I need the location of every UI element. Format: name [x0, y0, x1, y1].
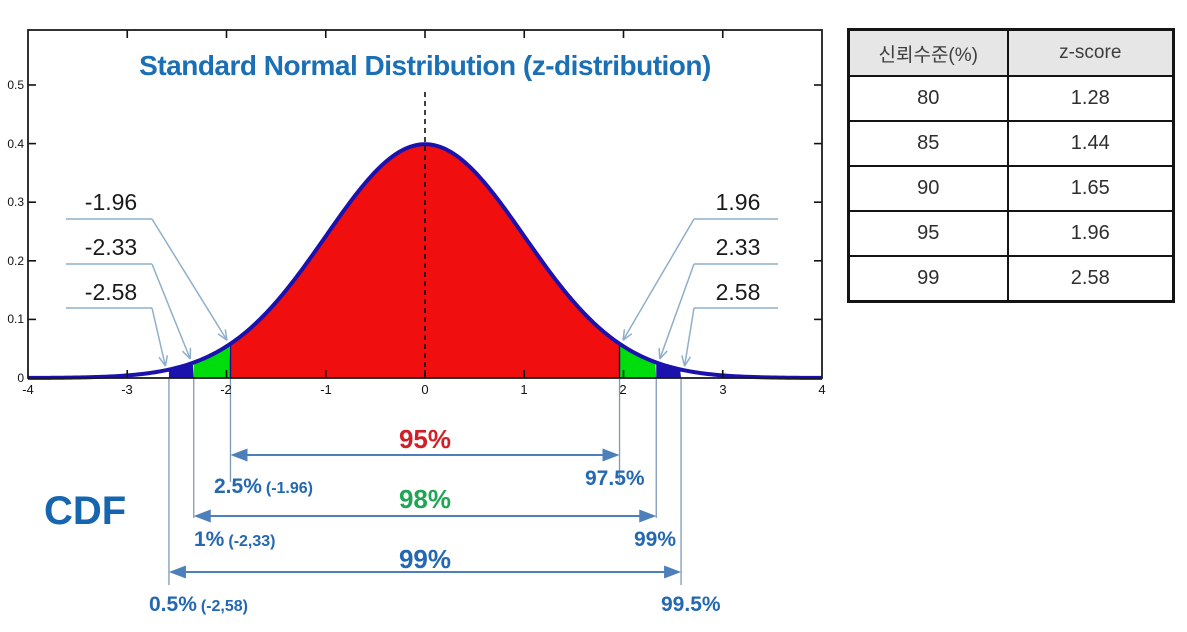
y-tick-label: 0.3	[7, 195, 24, 209]
x-tick-label: -4	[22, 382, 34, 397]
y-tick-label: 0.1	[7, 312, 24, 326]
table-header-zscore: z-score	[1006, 28, 1175, 77]
leader-diagonal	[659, 263, 695, 360]
leader-arrowhead	[658, 347, 661, 360]
cdf-left-2.5pct-note: (-1.96)	[265, 480, 313, 497]
cdf-label: CDF	[44, 489, 127, 533]
leader-arrowhead	[164, 355, 169, 367]
z-score-table: 신뢰수준(%) z-score 80 1.28 85 1.44 90 1.65 …	[847, 28, 1175, 303]
x-tick-label: 3	[719, 382, 727, 397]
leader-diagonal	[151, 218, 228, 341]
cdf-left-1pct: 1% (-2,33)	[194, 528, 275, 552]
confidence-cell: 99	[847, 255, 1009, 303]
leader-diagonal	[151, 263, 191, 360]
arrowhead-right	[639, 509, 657, 523]
table-header-row: 신뢰수준(%) z-score	[847, 28, 1175, 77]
table-header-confidence: 신뢰수준(%)	[847, 28, 1009, 77]
arrowhead-left	[230, 448, 248, 462]
cdf-left-2.5pct: 2.5% (-1.96)	[214, 475, 313, 499]
leader-arrowhead	[622, 329, 626, 341]
table-row: 85 1.44	[847, 120, 1175, 167]
confidence-cell: 95	[847, 210, 1009, 257]
span-99-label: 99%	[398, 544, 452, 574]
leader-diagonal	[622, 218, 695, 341]
normal-curve	[27, 142, 823, 380]
leader-arrowhead	[158, 356, 167, 367]
y-tick-label: 0.5	[7, 78, 24, 92]
table-row: 80 1.28	[847, 75, 1175, 122]
cdf-left-0.5pct-value: 0.5%	[149, 593, 197, 616]
region-central-95pct	[230, 144, 620, 378]
plot-border	[27, 29, 823, 379]
cdf-left-1pct-value: 1%	[194, 528, 225, 551]
x-tick-label: -3	[121, 382, 133, 397]
span-98-label: 98%	[398, 484, 452, 514]
y-tick-label: 0.2	[7, 254, 24, 268]
x-tick-label: 1	[520, 382, 528, 397]
x-tick-label: -2	[220, 382, 232, 397]
confidence-cell: 80	[847, 75, 1009, 122]
confidence-cell: 90	[847, 165, 1009, 212]
callout-label-pos-2.58: 2.58	[715, 279, 761, 305]
region-green-left-2.5-to-1pct	[193, 344, 231, 378]
x-tick-label: -1	[320, 382, 332, 397]
x-tick-label: 0	[421, 382, 429, 397]
chart-title: Standard Normal Distribution (z-distribu…	[139, 50, 711, 81]
leader-diagonal	[151, 307, 167, 367]
x-tick-label: 2	[619, 382, 627, 397]
cdf-left-0.5pct-note: (-2,58)	[200, 598, 248, 615]
region-green-right-2.5-to-1pct	[619, 343, 657, 378]
arrowhead-left	[193, 509, 211, 523]
leader-arrowhead	[217, 333, 228, 341]
cdf-right-97.5pct: 97.5%	[585, 467, 645, 490]
leader-arrowhead	[683, 356, 692, 367]
table-row: 90 1.65	[847, 165, 1175, 212]
cdf-right-99pct: 99%	[634, 528, 677, 551]
arrowhead-right	[664, 565, 682, 579]
y-tick-label: 0.4	[7, 137, 24, 151]
zscore-cell: 1.65	[1006, 165, 1175, 212]
callout-label-neg-2.33: -2.33	[84, 234, 138, 260]
cdf-left-1pct-note: (-2,33)	[228, 533, 276, 550]
confidence-cell: 85	[847, 120, 1009, 167]
callout-label-pos-1.96: 1.96	[715, 189, 761, 215]
callout-label-neg-2.58: -2.58	[84, 279, 138, 305]
arrowhead-right	[602, 448, 620, 462]
leader-arrowhead	[181, 350, 191, 360]
table-row: 99 2.58	[847, 255, 1175, 303]
callout-label-pos-2.33: 2.33	[715, 234, 761, 260]
leader-arrowhead	[622, 333, 633, 341]
zscore-cell: 1.44	[1006, 120, 1175, 167]
leader-diagonal	[683, 307, 695, 367]
zscore-cell: 1.96	[1006, 210, 1175, 257]
leader-arrowhead	[659, 350, 668, 360]
cdf-left-2.5pct-value: 2.5%	[214, 475, 262, 498]
x-tick-label: 4	[818, 382, 826, 397]
leader-arrowhead	[681, 355, 686, 367]
callout-label-neg-1.96: -1.96	[84, 189, 138, 215]
cdf-left-0.5pct: 0.5% (-2,58)	[149, 593, 248, 617]
span-95-label: 95%	[398, 424, 452, 454]
y-tick-label: 0	[17, 371, 24, 385]
table-row: 95 1.96	[847, 210, 1175, 257]
zscore-cell: 1.28	[1006, 75, 1175, 122]
arrowhead-left	[168, 565, 186, 579]
zscore-cell: 2.58	[1006, 255, 1175, 303]
leader-arrowhead	[224, 329, 228, 341]
cdf-right-99.5pct: 99.5%	[661, 593, 721, 616]
